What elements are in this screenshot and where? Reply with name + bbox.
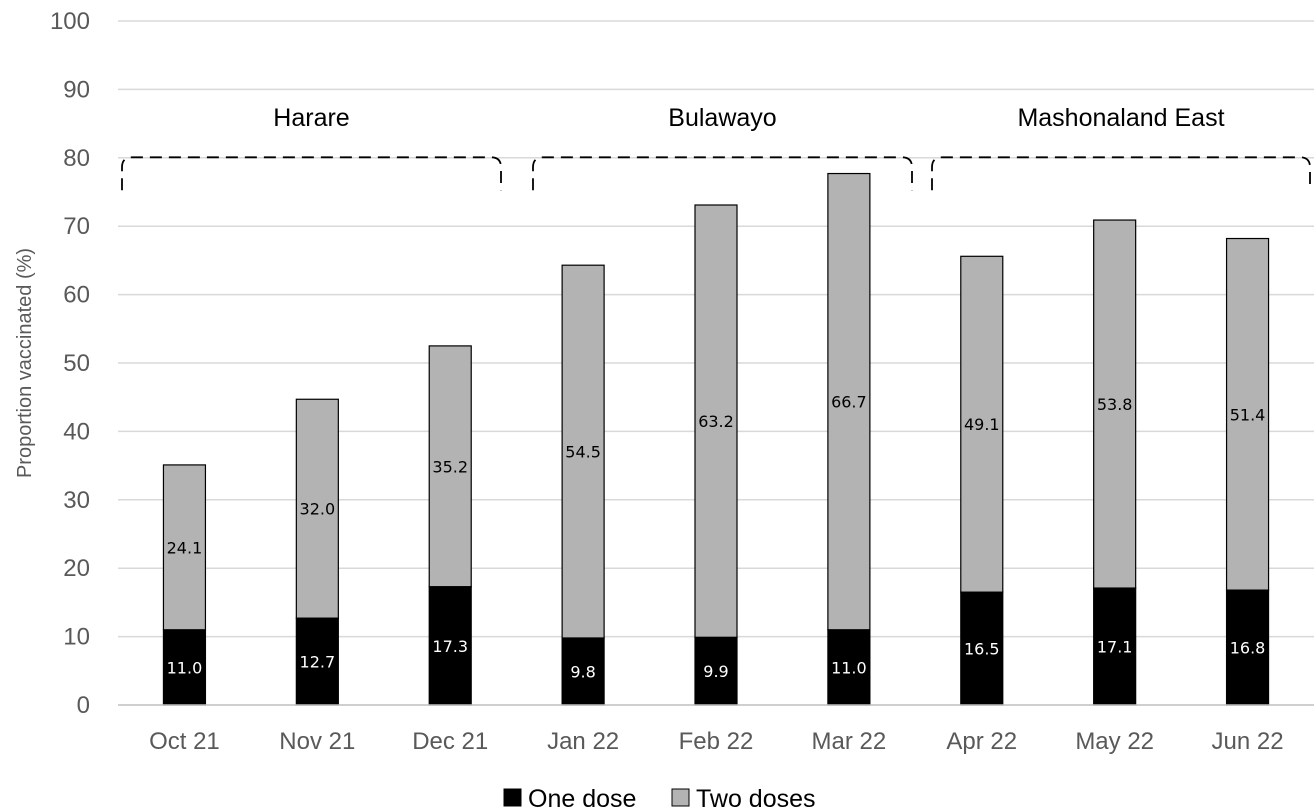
y-tick-label: 0	[77, 692, 90, 719]
data-label: 11.0	[831, 658, 867, 677]
x-tick-label: Jan 22	[547, 728, 619, 755]
data-label: 17.1	[1097, 638, 1133, 657]
bar-two-doses	[428, 345, 472, 588]
data-label: 63.2	[698, 412, 734, 431]
y-tick-label: 80	[63, 145, 90, 172]
y-tick-label: 20	[63, 555, 90, 582]
y-tick-label: 30	[63, 487, 90, 514]
x-axis-ticks: Oct 21 Nov 21 Dec 21 Jan 22 Feb 22 Mar 22 Apr …	[149, 728, 1283, 755]
y-axis-label: Proportion vaccinated (%)	[14, 248, 36, 478]
bar-two-doses	[295, 398, 339, 619]
data-label: 32.0	[300, 500, 336, 519]
group-bracket	[532, 156, 913, 191]
data-label: 16.8	[1230, 639, 1266, 658]
legend-swatch	[503, 788, 522, 807]
data-label: 49.1	[964, 415, 1000, 434]
x-tick-label: Feb 22	[679, 728, 754, 755]
legend-swatch	[671, 788, 690, 807]
group-label: Harare	[273, 104, 349, 132]
group-brackets: Harare Bulawayo Mashonaland East	[121, 104, 1311, 191]
legend: One dose Two doses	[503, 785, 816, 810]
y-tick-label: 50	[63, 350, 90, 377]
bar-two-doses	[1225, 237, 1270, 591]
bar-two-doses	[827, 172, 871, 631]
bar-two-doses	[162, 464, 207, 631]
bar-one-dose	[960, 591, 1004, 706]
y-tick-label: 90	[63, 76, 90, 103]
y-tick-label: 60	[63, 282, 90, 309]
group-label: Bulawayo	[668, 104, 776, 132]
bar-one-dose	[1093, 587, 1137, 706]
bar-one-dose	[162, 629, 207, 706]
y-tick-label: 10	[63, 624, 90, 651]
legend-label: Two doses	[696, 785, 816, 810]
bar-one-dose	[295, 617, 339, 706]
x-tick-label: Apr 22	[946, 728, 1017, 755]
x-tick-label: Nov 21	[279, 728, 355, 755]
data-label: 53.8	[1097, 395, 1133, 414]
y-axis-ticks: 0 10 20 30 40 50 60 70 80 90 100	[50, 8, 90, 719]
legend-label: One dose	[528, 785, 636, 810]
group-label: Mashonaland East	[1017, 104, 1224, 132]
bar-one-dose	[827, 629, 871, 706]
x-tick-label: Jun 22	[1212, 728, 1284, 755]
y-tick-label: 40	[63, 418, 90, 445]
x-tick-label: Mar 22	[812, 728, 887, 755]
bar-two-doses	[694, 204, 738, 638]
data-label: 66.7	[831, 393, 867, 412]
data-label: 16.5	[964, 640, 1000, 659]
bar-two-doses	[1093, 219, 1137, 589]
y-tick-label: 70	[63, 213, 90, 240]
bar-two-doses	[561, 264, 605, 639]
data-label: 11.0	[167, 658, 203, 677]
x-tick-label: May 22	[1075, 728, 1154, 755]
bars: 11.0 24.1 12.7 32.0 17.3 35.2 9.8 54.5 9.9 63.2 11…	[162, 172, 1270, 706]
x-tick-label: Oct 21	[149, 728, 220, 755]
group-bracket	[931, 156, 1311, 191]
y-tick-label: 100	[50, 8, 90, 35]
bar-two-doses	[960, 255, 1004, 593]
data-label: 24.1	[167, 538, 203, 557]
data-label: 51.4	[1230, 405, 1266, 424]
data-label: 54.5	[565, 443, 601, 462]
bar-one-dose	[428, 586, 472, 706]
group-bracket	[121, 156, 502, 191]
x-tick-label: Dec 21	[412, 728, 488, 755]
data-label: 35.2	[432, 457, 468, 476]
data-label: 17.3	[432, 637, 468, 656]
data-label: 12.7	[300, 653, 336, 672]
data-label: 9.8	[570, 662, 595, 681]
data-label: 9.9	[703, 662, 728, 681]
